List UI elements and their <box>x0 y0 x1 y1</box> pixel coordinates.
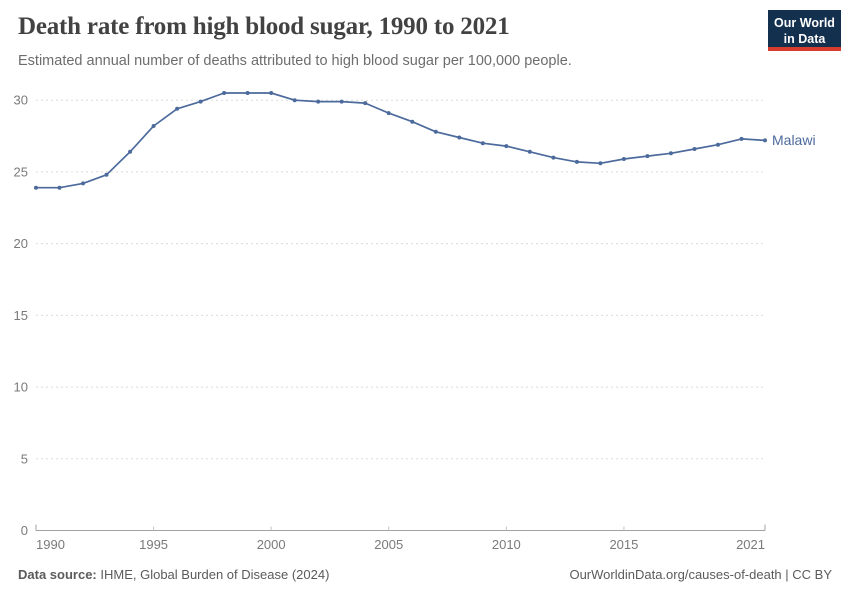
x-tick-label: 2000 <box>257 537 286 552</box>
data-point[interactable] <box>386 111 391 116</box>
data-point[interactable] <box>668 151 673 156</box>
data-point[interactable] <box>269 91 274 95</box>
malawi-line-series[interactable] <box>35 92 766 189</box>
owid-logo-line2: in Data <box>783 32 826 47</box>
data-point[interactable] <box>716 142 720 147</box>
data-point[interactable] <box>739 136 744 141</box>
data-point[interactable] <box>198 99 203 104</box>
data-point[interactable] <box>292 98 297 103</box>
data-point[interactable] <box>34 185 38 190</box>
data-point[interactable] <box>339 99 344 104</box>
data-point[interactable] <box>57 185 62 190</box>
x-tick-label: 2015 <box>609 537 638 552</box>
data-point[interactable] <box>175 106 180 111</box>
data-point[interactable] <box>104 172 109 177</box>
data-point[interactable] <box>316 99 321 104</box>
y-tick-label: 5 <box>21 451 28 466</box>
data-point[interactable] <box>480 141 485 146</box>
data-point[interactable] <box>763 138 767 143</box>
series-end-label[interactable]: Malawi <box>772 132 816 148</box>
owid-logo[interactable]: Our World in Data <box>768 10 841 51</box>
data-point[interactable] <box>551 155 556 160</box>
data-point[interactable] <box>504 144 509 149</box>
y-tick-label: 10 <box>14 380 28 395</box>
data-point[interactable] <box>645 154 650 159</box>
data-point[interactable] <box>574 159 579 164</box>
data-point[interactable] <box>621 157 626 161</box>
x-tick-label: 2010 <box>492 537 521 552</box>
data-point[interactable] <box>81 181 85 186</box>
chart-subtitle: Estimated annual number of deaths attrib… <box>18 53 572 69</box>
data-point[interactable] <box>598 161 603 166</box>
data-point[interactable] <box>363 101 368 106</box>
y-tick-label: 0 <box>21 523 28 538</box>
data-source-note: Data source: IHME, Global Burden of Dise… <box>18 567 329 582</box>
data-source-text: IHME, Global Burden of Disease (2024) <box>96 567 330 582</box>
data-point[interactable] <box>457 135 462 140</box>
data-point[interactable] <box>527 149 532 154</box>
data-point[interactable] <box>433 129 438 134</box>
y-tick-label: 30 <box>14 93 28 108</box>
credit-link[interactable]: OurWorldinData.org/causes-of-death | CC … <box>569 567 832 582</box>
owid-logo-line1: Our World <box>774 16 835 30</box>
data-point[interactable] <box>692 147 697 151</box>
x-tick-label: 1990 <box>36 537 65 552</box>
data-point[interactable] <box>128 149 133 154</box>
x-tick-label: 2021 <box>736 537 765 552</box>
y-tick-label: 15 <box>14 308 28 323</box>
x-tick-label: 1995 <box>139 537 168 552</box>
chart-footer: Data source: IHME, Global Burden of Dise… <box>18 567 832 582</box>
y-tick-label: 20 <box>14 236 28 251</box>
chart-title: Death rate from high blood sugar, 1990 t… <box>18 13 510 40</box>
data-point[interactable] <box>222 91 227 95</box>
data-point[interactable] <box>151 124 156 128</box>
y-tick-label: 25 <box>14 164 28 179</box>
x-tick-label: 2005 <box>374 537 403 552</box>
data-point[interactable] <box>245 91 250 95</box>
data-point[interactable] <box>410 119 415 124</box>
data-source-label: Data source: <box>18 567 97 582</box>
